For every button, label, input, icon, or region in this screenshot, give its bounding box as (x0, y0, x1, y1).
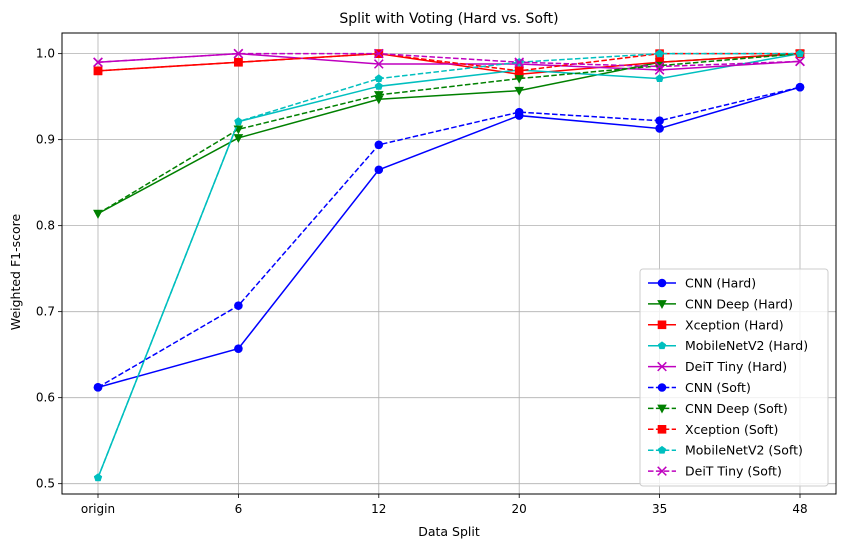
data-point (654, 61, 665, 72)
data-point (514, 107, 524, 117)
data-point (514, 66, 524, 76)
data-point (234, 344, 243, 353)
legend-box (639, 268, 829, 487)
x-axis-label: Data Split (418, 524, 480, 539)
legend-label: DeiT Tiny (Soft) (685, 464, 782, 479)
data-point (514, 86, 524, 96)
data-point (655, 74, 664, 83)
legend-item: CNN Deep (Soft) (648, 401, 788, 416)
series-line (97, 52, 801, 215)
axis-ticks: origin 6 12 20 35 48 0.5 0.6 0.7 0.8 0.9 1.0 (36, 47, 808, 516)
data-point (374, 91, 384, 101)
legend-item: MobileNetV2 (Hard) (648, 338, 808, 353)
y-tick-label: 0.9 (36, 133, 55, 147)
y-tick-label: 0.8 (36, 219, 55, 233)
legend: CNN (Hard) CNN Deep (Hard) Xception (Hard)… (639, 268, 829, 487)
data-point (795, 82, 805, 92)
legend-marker (657, 445, 667, 454)
legend-marker (657, 278, 667, 288)
series-mobilenetv2-soft (93, 49, 805, 482)
data-point (93, 66, 103, 76)
legend-marker (657, 361, 667, 372)
series-line (97, 86, 801, 388)
series-cnn-soft (93, 82, 805, 392)
data-point (373, 48, 384, 59)
data-point (234, 301, 243, 310)
legend-label: MobileNetV2 (Hard) (685, 338, 808, 353)
data-point (514, 74, 524, 84)
y-tick-label: 1.0 (36, 47, 55, 61)
legend-label: Xception (Soft) (685, 422, 778, 437)
legend-marker (657, 320, 667, 330)
y-tick-label: 0.6 (36, 391, 55, 405)
data-point (655, 124, 664, 133)
data-point (374, 165, 384, 175)
legend-item: Xception (Soft) (648, 422, 778, 437)
y-axis-label: Weighted F1-score (8, 213, 23, 330)
legend-marker (657, 341, 667, 350)
legend-marker (657, 425, 667, 434)
data-point (795, 49, 805, 58)
x-tick-label: 48 (792, 502, 807, 516)
legend-item: CNN Deep (Hard) (648, 296, 793, 311)
data-point (655, 49, 664, 58)
x-tick-label: 20 (512, 502, 527, 516)
data-point (374, 82, 383, 90)
series-line (97, 52, 800, 478)
legend-label: CNN Deep (Soft) (685, 401, 788, 416)
data-point (655, 116, 664, 126)
data-point (234, 117, 243, 126)
data-point (374, 140, 384, 150)
data-point (93, 57, 103, 68)
legend-item: DeiT Tiny (Soft) (648, 464, 782, 479)
data-point (93, 209, 103, 219)
series-line (97, 52, 801, 68)
legend-label: Xception (Hard) (685, 317, 784, 332)
data-point (514, 57, 525, 68)
y-tick-label: 0.5 (36, 477, 55, 491)
data-point (373, 59, 384, 69)
legend-label: CNN Deep (Hard) (685, 296, 793, 311)
x-tick-label: 35 (652, 502, 667, 516)
series-deit-tiny-soft (93, 48, 805, 72)
series-line (97, 52, 800, 72)
legend-item: MobileNetV2 (Soft) (648, 443, 803, 458)
series-line (97, 52, 801, 71)
data-point (374, 74, 383, 83)
legend-label: CNN (Hard) (685, 276, 756, 291)
legend-marker (657, 383, 667, 392)
legend-label: CNN (Soft) (685, 380, 751, 395)
legend-item: CNN (Hard) (648, 276, 756, 291)
data-point (233, 48, 244, 59)
legend-item: CNN (Soft) (648, 380, 751, 395)
data-point (93, 383, 103, 392)
series-line (97, 86, 801, 389)
legend-marker (657, 466, 667, 476)
x-tick-label: origin (81, 502, 115, 516)
y-tick-label: 0.7 (36, 305, 55, 319)
plot-frame (61, 32, 837, 495)
chart-title: Split with Voting (Hard vs. Soft) (339, 11, 558, 27)
legend-marker (657, 404, 667, 414)
x-tick-label: 12 (371, 502, 386, 516)
legend-label: DeiT Tiny (Hard) (685, 359, 787, 374)
x-tick-label: 6 (235, 502, 243, 516)
legend-item: Xception (Hard) (648, 317, 784, 332)
data-point (93, 473, 103, 482)
data-point (795, 56, 805, 67)
legend-marker (657, 300, 667, 309)
data-point (233, 134, 244, 144)
legend-label: MobileNetV2 (Soft) (685, 443, 803, 458)
data-point (234, 57, 243, 67)
series-lines (93, 48, 805, 482)
legend-item: DeiT Tiny (Hard) (648, 359, 787, 374)
